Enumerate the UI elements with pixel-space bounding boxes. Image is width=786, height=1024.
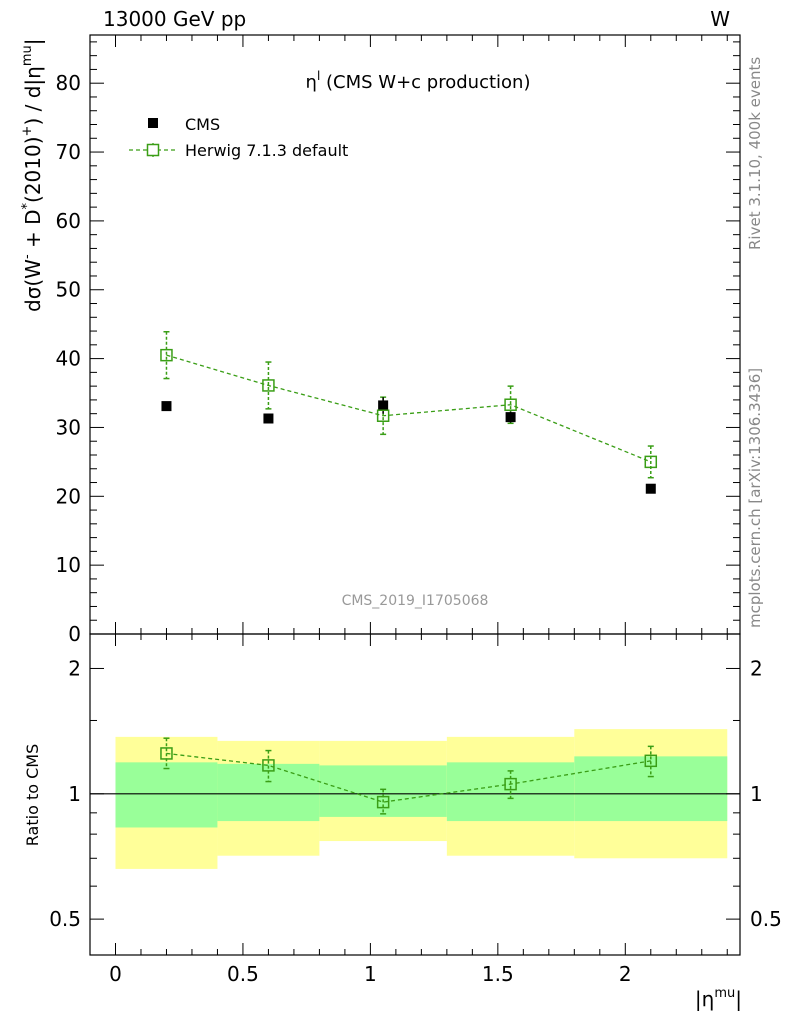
main-y-tick-label: 10 [56,553,81,577]
main-y-tick-label: 60 [56,209,81,233]
legend-herwig-label: Herwig 7.1.3 default [185,141,348,160]
main-y-tick-label: 20 [56,484,81,508]
x-tick-label: 1 [364,962,377,986]
cms-data-point [378,400,389,411]
x-tick-label: 0.5 [227,962,259,986]
ratio-y-tick-label: 2 [68,656,81,680]
cms-data-point [263,413,274,424]
ratio-herwig-point [504,777,517,791]
main-y-tick-label: 0 [68,622,81,646]
ratio-y-tick-label-right: 0.5 [750,907,782,931]
main-y-tick-label: 50 [56,278,81,302]
cms-data-point [645,483,656,494]
x-tick-label: 0 [109,962,122,986]
x-axis-label: |ηmu| [695,986,742,1011]
ratio-herwig-point [262,759,275,772]
ratio-y-tick-label-right: 1 [750,782,763,806]
main-y-tick-label: 70 [56,140,81,164]
herwig-line [166,354,652,463]
ratio-herwig-point [160,747,173,760]
herwig-data-point [262,379,275,392]
source-label: mcplots.cern.ch [arXiv:1306.3436] [746,367,764,628]
cms-data-point [161,401,172,412]
herwig-data-point [644,455,658,469]
legend-cms-marker [148,118,158,128]
ratio-herwig-point [376,795,390,809]
herwig-data-point [376,409,390,422]
plot-title: ηl (CMS W+c production) [306,69,531,93]
ratio-plot-frame [89,633,741,956]
legend-cms-label: CMS [185,115,220,134]
main-y-tick-label: 40 [56,347,81,371]
ratio-y-tick-label: 1 [68,782,81,806]
herwig-data-point [160,348,173,362]
cms-data-point [505,412,516,423]
energy-label: 13000 GeV pp [103,7,246,31]
x-tick-label: 1.5 [482,962,514,986]
ratio-y-tick-label: 0.5 [49,907,81,931]
analysis-watermark: CMS_2019_I1705068 [342,593,489,609]
ratio-herwig-line [166,752,651,803]
rivet-version-label: Rivet 3.1.10, 400k events [746,56,764,250]
ratio-y-tick-label-right: 2 [750,656,763,680]
main-y-axis-label: dσ(W- + D*(2010)+) / d|ηmu| [20,39,45,312]
herwig-data-point [504,398,517,411]
ratio-herwig-point [644,754,658,768]
ratio-band-inner [115,762,218,828]
main-y-tick-label: 80 [56,71,81,95]
legend-herwig-marker [146,143,160,157]
ratio-y-axis-label: Ratio to CMS [23,744,42,846]
process-label: W [710,7,730,31]
main-y-tick-label: 30 [56,415,81,439]
x-tick-label: 2 [619,962,632,986]
